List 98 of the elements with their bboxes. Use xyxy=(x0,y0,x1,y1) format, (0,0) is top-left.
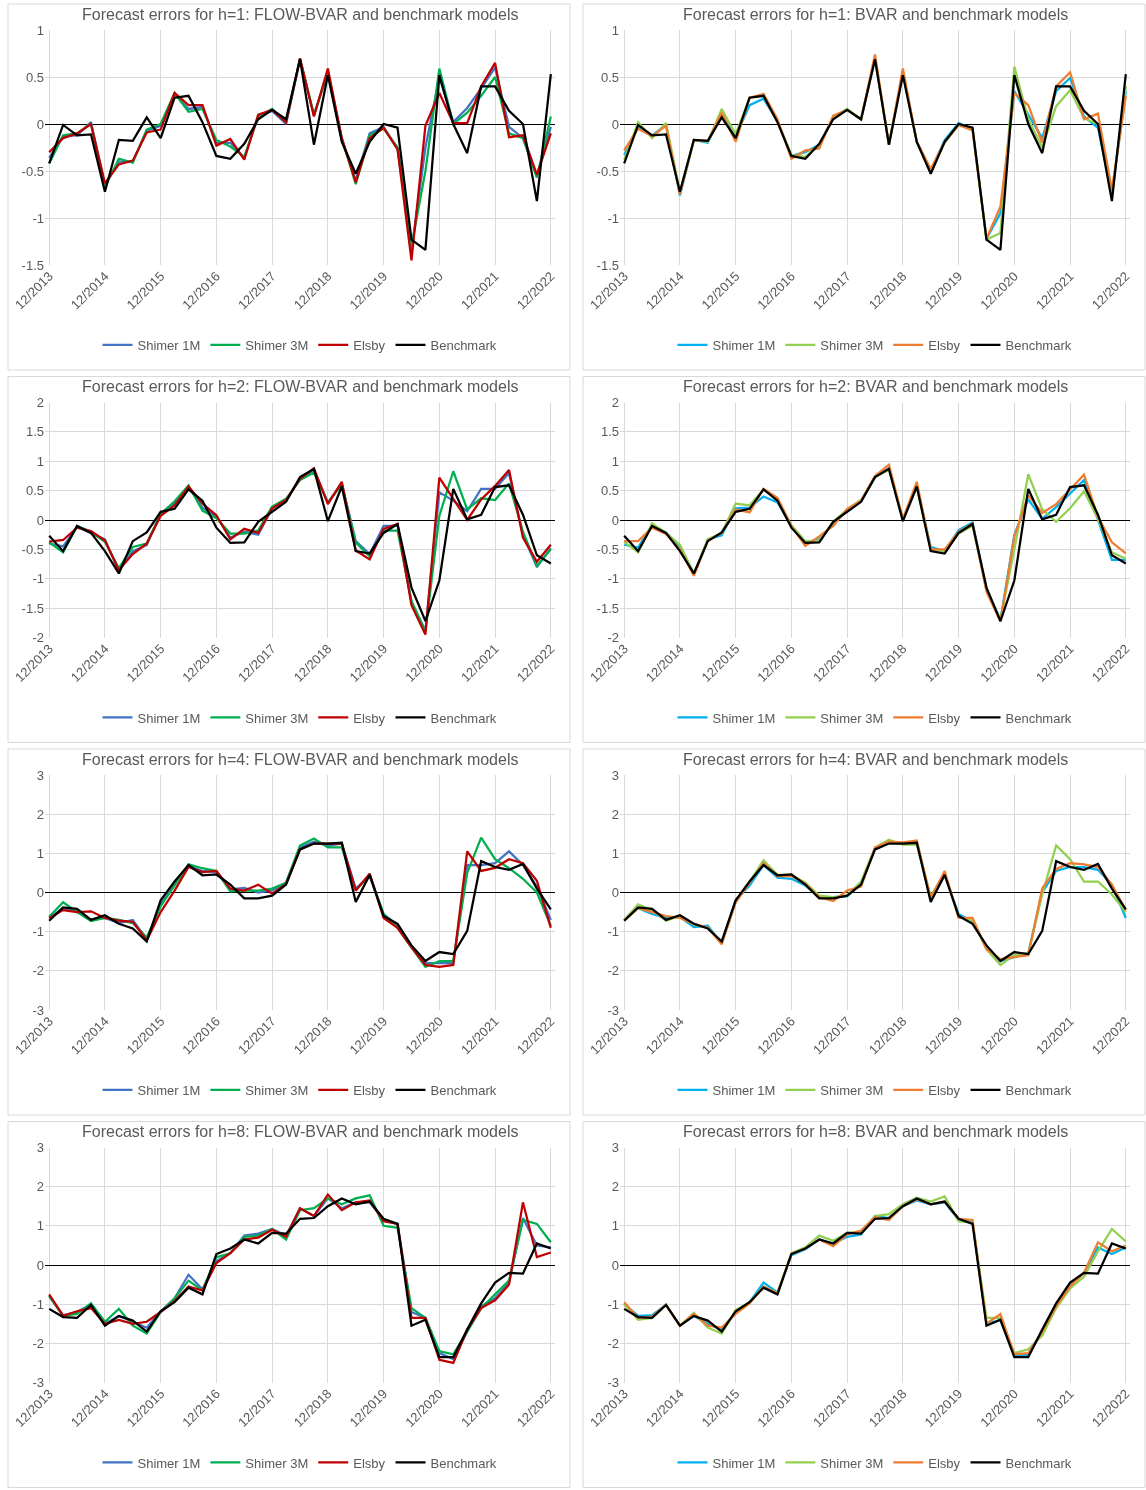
y-tick-label: -2 xyxy=(32,630,44,646)
legend-label: Shimer 1M xyxy=(712,710,776,726)
y-tick-label: 1 xyxy=(36,453,44,469)
legend-label: Shimer 3M xyxy=(245,710,309,726)
y-tick-label: 2 xyxy=(36,1179,44,1195)
y-tick-label: -1 xyxy=(32,924,44,940)
y-tick-label: -3 xyxy=(32,1002,44,1018)
y-tick-label: 2 xyxy=(611,806,619,822)
legend-label: Shimer 1M xyxy=(137,1455,201,1471)
legend-label: Benchmark xyxy=(1005,338,1072,354)
legend-label: Benchmark xyxy=(1005,1083,1072,1099)
legend-label: Shimer 1M xyxy=(712,338,776,354)
y-tick-label: 0 xyxy=(36,1257,44,1273)
y-tick-label: -3 xyxy=(32,1375,44,1391)
y-tick-label: -1 xyxy=(32,1296,44,1312)
y-tick-label: 3 xyxy=(611,1140,619,1156)
y-tick-label: -2 xyxy=(32,1335,44,1351)
y-tick-label: 0.5 xyxy=(25,483,44,499)
y-tick-label: 0 xyxy=(611,116,619,132)
y-tick-label: -1 xyxy=(32,210,44,226)
y-tick-label: 2 xyxy=(36,395,44,411)
chart-title: Forecast errors for h=2: BVAR and benchmark models xyxy=(683,378,1069,395)
legend-label: Shimer 3M xyxy=(245,338,309,354)
legend-label: Benchmark xyxy=(1005,710,1072,726)
y-tick-label: -1.5 xyxy=(596,600,619,616)
chart-title: Forecast errors for h=8: BVAR and benchmark models xyxy=(683,1123,1069,1140)
legend-label: Shimer 1M xyxy=(137,338,201,354)
y-tick-label: 1 xyxy=(611,22,619,38)
y-tick-label: 0 xyxy=(36,885,44,901)
y-tick-label: -1 xyxy=(32,571,44,587)
legend-label: Benchmark xyxy=(430,1083,497,1099)
legend-label: Elsby xyxy=(928,1083,961,1099)
legend-label: Shimer 3M xyxy=(820,1455,884,1471)
y-tick-label: -1.5 xyxy=(596,257,619,273)
y-tick-label: 1 xyxy=(36,845,44,861)
chart-title: Forecast errors for h=1: FLOW-BVAR and benchmark models xyxy=(82,6,519,23)
y-tick-label: 2 xyxy=(611,1179,619,1195)
legend-label: Benchmark xyxy=(1005,1455,1072,1471)
y-tick-label: 0 xyxy=(611,885,619,901)
y-tick-label: 2 xyxy=(611,395,619,411)
y-tick-label: 3 xyxy=(36,767,44,783)
y-tick-label: -2 xyxy=(607,963,619,979)
y-tick-label: -1 xyxy=(607,1296,619,1312)
y-tick-label: -2 xyxy=(607,630,619,646)
legend-label: Shimer 3M xyxy=(820,710,884,726)
y-tick-label: -0.5 xyxy=(596,541,619,557)
legend-label: Elsby xyxy=(353,338,386,354)
chart-title: Forecast errors for h=8: FLOW-BVAR and benchmark models xyxy=(82,1123,519,1140)
y-tick-label: -1 xyxy=(607,571,619,587)
y-tick-label: 1 xyxy=(36,22,44,38)
chart-title: Forecast errors for h=2: FLOW-BVAR and benchmark models xyxy=(82,378,519,395)
y-tick-label: 2 xyxy=(36,806,44,822)
legend-label: Shimer 3M xyxy=(820,338,884,354)
y-tick-label: -1 xyxy=(607,210,619,226)
legend-label: Elsby xyxy=(353,1455,386,1471)
y-tick-label: 3 xyxy=(36,1140,44,1156)
y-tick-label: -2 xyxy=(607,1335,619,1351)
legend-label: Shimer 1M xyxy=(137,710,201,726)
legend-label: Shimer 3M xyxy=(245,1083,309,1099)
y-tick-label: -3 xyxy=(607,1002,619,1018)
y-tick-label: 1 xyxy=(36,1218,44,1234)
legend-label: Shimer 3M xyxy=(820,1083,884,1099)
y-tick-label: -1.5 xyxy=(21,257,44,273)
chart-title: Forecast errors for h=4: BVAR and benchmark models xyxy=(683,751,1069,768)
legend-label: Benchmark xyxy=(430,1455,497,1471)
y-tick-label: -1 xyxy=(607,924,619,940)
y-tick-label: 1 xyxy=(611,1218,619,1234)
y-tick-label: 1.5 xyxy=(25,424,44,440)
chart-title: Forecast errors for h=4: FLOW-BVAR and benchmark models xyxy=(82,751,519,768)
y-tick-label: 0 xyxy=(36,116,44,132)
legend-label: Elsby xyxy=(928,1455,961,1471)
legend-label: Elsby xyxy=(928,710,961,726)
y-tick-label: -1.5 xyxy=(21,600,44,616)
y-tick-label: 1 xyxy=(611,845,619,861)
chart-title: Forecast errors for h=1: BVAR and benchmark models xyxy=(683,6,1069,23)
y-tick-label: 0.5 xyxy=(25,69,44,85)
y-tick-label: 1.5 xyxy=(600,424,619,440)
y-tick-label: 3 xyxy=(611,767,619,783)
y-tick-label: -0.5 xyxy=(21,163,44,179)
legend-label: Shimer 1M xyxy=(712,1083,776,1099)
legend-label: Shimer 1M xyxy=(712,1455,776,1471)
legend-label: Elsby xyxy=(928,338,961,354)
legend-label: Shimer 1M xyxy=(137,1083,201,1099)
y-tick-label: -2 xyxy=(32,963,44,979)
legend-label: Benchmark xyxy=(430,710,497,726)
y-tick-label: -0.5 xyxy=(596,163,619,179)
y-tick-label: -0.5 xyxy=(21,541,44,557)
y-tick-label: 1 xyxy=(611,453,619,469)
y-tick-label: 0 xyxy=(36,512,44,528)
y-tick-label: 0 xyxy=(611,1257,619,1273)
y-tick-label: 0 xyxy=(611,512,619,528)
legend-label: Elsby xyxy=(353,1083,386,1099)
legend-label: Elsby xyxy=(353,710,386,726)
y-tick-label: -3 xyxy=(607,1375,619,1391)
legend-label: Benchmark xyxy=(430,338,497,354)
legend-label: Shimer 3M xyxy=(245,1455,309,1471)
y-tick-label: 0.5 xyxy=(600,69,619,85)
y-tick-label: 0.5 xyxy=(600,483,619,499)
